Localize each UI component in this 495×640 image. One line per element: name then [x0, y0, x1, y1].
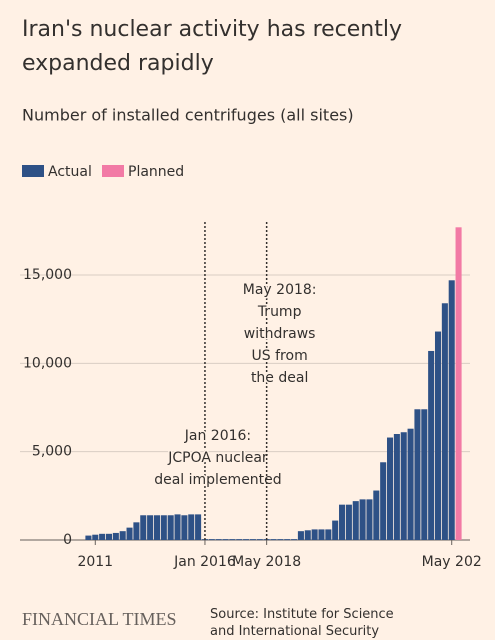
bar: [387, 437, 394, 540]
bar: [256, 539, 263, 541]
bar: [284, 539, 291, 541]
bar: [222, 539, 229, 541]
bar: [297, 531, 304, 540]
bar: [434, 331, 442, 540]
bar: [414, 409, 421, 540]
bar: [153, 515, 160, 540]
bar: [215, 539, 222, 541]
bar: [400, 432, 407, 540]
bar: [119, 531, 126, 540]
y-tick-label: 15,000: [23, 267, 72, 283]
annotation: May 2018:: [243, 282, 317, 298]
bar: [304, 530, 311, 540]
bar: [373, 490, 380, 540]
annotation: Trump: [257, 304, 302, 320]
bar: [195, 514, 202, 540]
x-tick-label: May 202: [422, 554, 482, 570]
bar: [181, 515, 188, 540]
bar: [105, 533, 113, 540]
bar: [277, 539, 284, 541]
bar: [291, 539, 298, 541]
bar: [147, 515, 154, 540]
source: Source: Institute for Science and Intern…: [210, 607, 394, 639]
bar: [332, 520, 339, 540]
legend-swatch: [22, 165, 44, 177]
bar: [85, 535, 92, 540]
legend-swatch: [102, 165, 124, 177]
y-tick-label: 5,000: [32, 444, 72, 460]
bar: [133, 522, 140, 540]
bar: [318, 529, 325, 540]
annotation: withdraws: [244, 326, 316, 342]
bar: [407, 428, 414, 540]
annotation: US from: [252, 348, 308, 364]
bar: [208, 539, 215, 541]
bar: [126, 527, 133, 540]
x-tick-label: Jan 2016: [173, 554, 236, 570]
chart-subtitle: Number of installed centrifuges (all sit…: [22, 106, 354, 125]
bar: [325, 529, 332, 540]
y-tick-label: 0: [63, 532, 72, 548]
bar: [174, 514, 181, 540]
bar: [92, 534, 99, 540]
y-tick-label: 10,000: [23, 355, 72, 371]
bar: [311, 529, 318, 540]
bar: [229, 539, 236, 541]
annotation: the deal: [251, 370, 308, 386]
bar: [99, 533, 106, 540]
bar: [366, 499, 373, 540]
legend-label: Actual: [48, 164, 92, 180]
bar: [448, 280, 455, 540]
bar: [421, 409, 428, 540]
bar: [380, 462, 387, 540]
bar: [112, 532, 119, 540]
bar: [352, 501, 359, 540]
bar: [160, 515, 167, 540]
bar: [167, 515, 174, 540]
bar: [359, 499, 366, 540]
bar: [455, 227, 462, 541]
bar: [270, 539, 277, 541]
chart-title: Iran's nuclear activity has recently expa…: [22, 17, 402, 76]
bar: [188, 514, 195, 540]
bar: [140, 515, 147, 540]
legend-label: Planned: [128, 164, 184, 180]
brand: FINANCIAL TIMES: [22, 609, 177, 629]
bar: [393, 434, 400, 540]
bar: [339, 504, 346, 540]
bar: [236, 539, 243, 541]
annotation: deal implemented: [154, 472, 281, 488]
bar: [243, 539, 250, 541]
x-tick-label: May 2018: [232, 554, 301, 570]
annotation: JCPOA nuclear: [167, 450, 268, 466]
bar: [345, 504, 352, 540]
bar: [428, 350, 435, 540]
bar: [441, 303, 448, 540]
bar: [249, 539, 256, 541]
x-tick-label: 2011: [77, 554, 113, 570]
annotation: Jan 2016:: [184, 428, 251, 444]
